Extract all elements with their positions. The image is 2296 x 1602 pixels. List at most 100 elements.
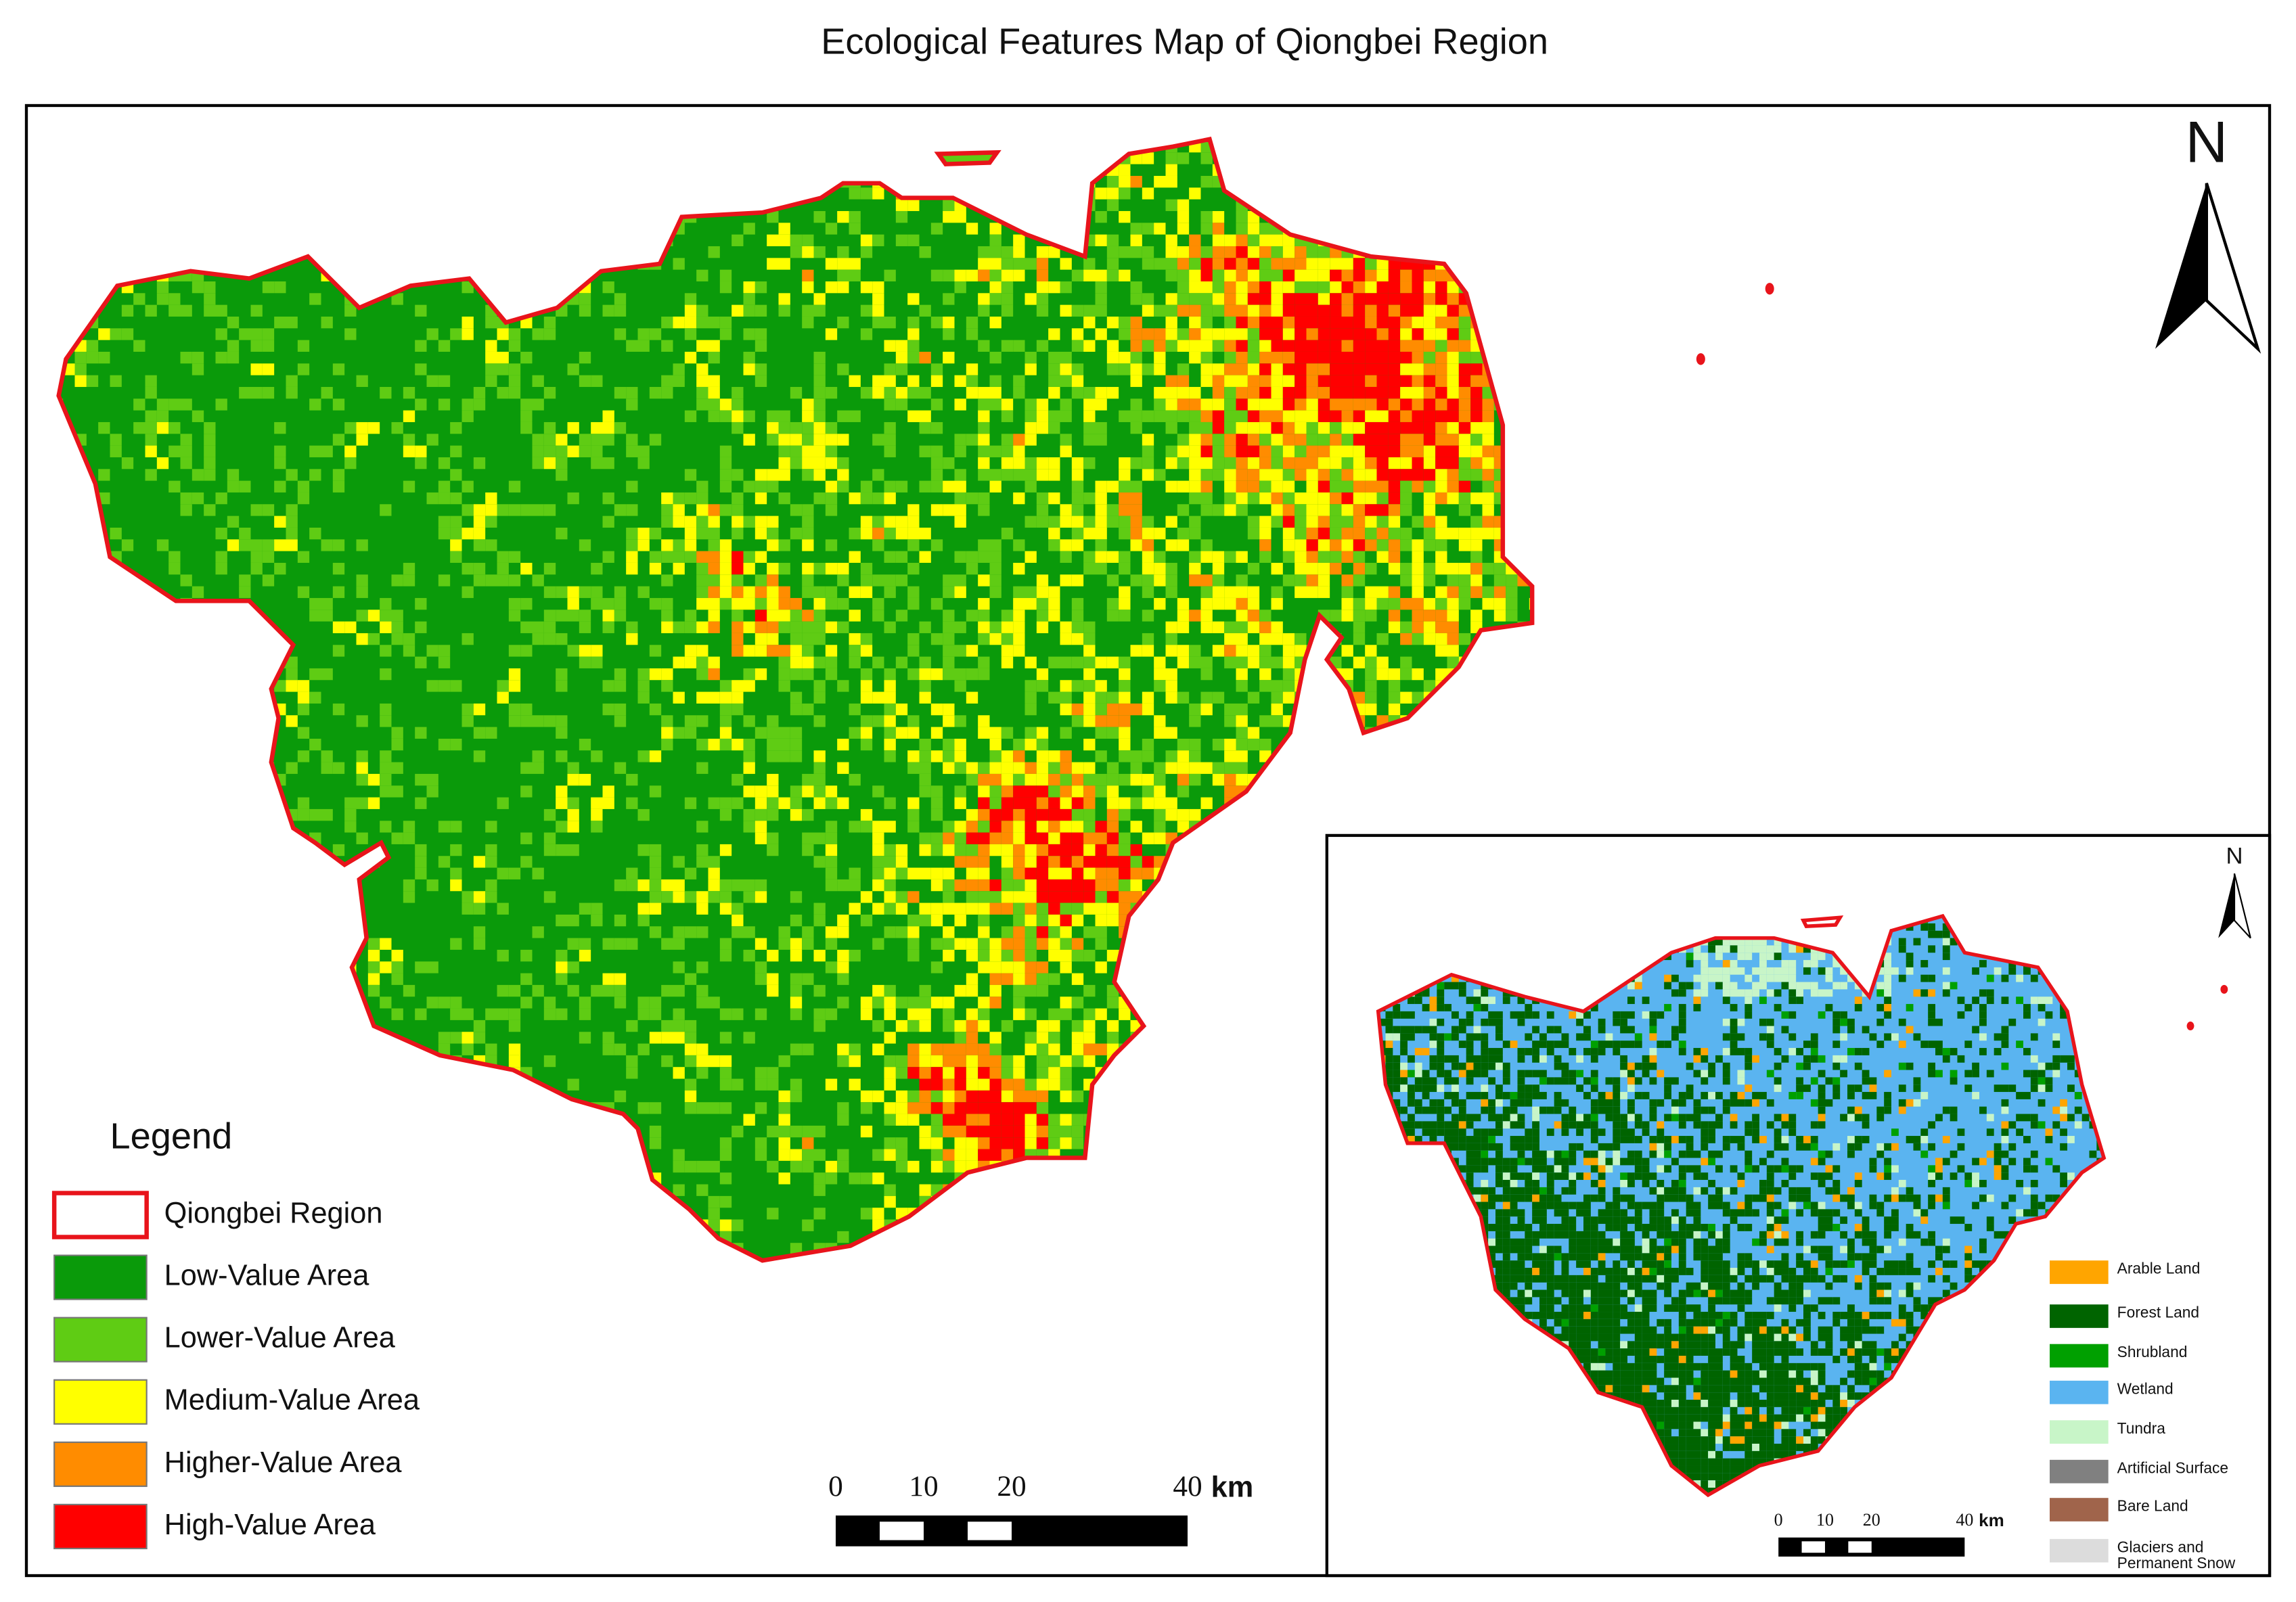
map-cell bbox=[637, 586, 650, 598]
map-cell bbox=[1142, 187, 1154, 200]
map-cell bbox=[767, 949, 779, 962]
map-cell bbox=[1423, 597, 1436, 610]
map-cell bbox=[1236, 246, 1248, 258]
map-cell bbox=[978, 656, 990, 668]
map-cell bbox=[1189, 304, 1201, 317]
map-cell bbox=[1236, 421, 1248, 434]
map-cell bbox=[192, 351, 204, 364]
map-cell bbox=[1353, 421, 1366, 434]
map-cell bbox=[1353, 363, 1366, 375]
map-cell bbox=[1025, 738, 1037, 751]
map-cell bbox=[1506, 586, 1518, 598]
map-cell bbox=[1271, 621, 1283, 633]
map-cell bbox=[778, 258, 790, 270]
map-cell bbox=[637, 902, 650, 915]
map-cell bbox=[1330, 562, 1342, 575]
map-cell bbox=[825, 656, 838, 668]
map-cell bbox=[837, 973, 849, 985]
map-cell bbox=[1435, 434, 1447, 446]
map-cell bbox=[661, 727, 673, 739]
map-cell bbox=[1458, 562, 1471, 575]
map-cell bbox=[954, 1055, 966, 1068]
map-cell bbox=[1142, 340, 1154, 352]
map-cell bbox=[532, 621, 544, 633]
map-cell bbox=[966, 1055, 978, 1068]
map-cell bbox=[1048, 844, 1060, 856]
map-cell bbox=[966, 492, 978, 505]
map-cell bbox=[543, 562, 556, 575]
map-cell bbox=[543, 715, 556, 727]
map-cell bbox=[978, 821, 990, 833]
map-cell bbox=[1106, 340, 1119, 352]
map-cell bbox=[1025, 293, 1037, 305]
map-cell bbox=[614, 304, 627, 317]
map-cell bbox=[1282, 551, 1295, 563]
map-cell bbox=[332, 398, 345, 411]
map-cell bbox=[1001, 281, 1014, 294]
map-cell bbox=[767, 738, 779, 751]
map-cell bbox=[1083, 808, 1096, 821]
map-cell bbox=[1212, 773, 1225, 786]
map-cell bbox=[508, 1020, 521, 1032]
map-cell bbox=[1400, 269, 1412, 281]
map-cell bbox=[508, 867, 521, 879]
map-cell bbox=[1435, 410, 1447, 422]
map-cell bbox=[1212, 691, 1225, 704]
map-cell bbox=[1177, 539, 1190, 551]
map-cell bbox=[1330, 398, 1342, 411]
map-cell bbox=[696, 516, 708, 528]
map-cell bbox=[1447, 457, 1459, 470]
map-cell bbox=[719, 597, 732, 610]
map-cell bbox=[661, 621, 673, 633]
map-cell bbox=[344, 457, 357, 470]
map-cell bbox=[1119, 363, 1131, 375]
map-cell bbox=[508, 480, 521, 493]
map-cell bbox=[954, 504, 966, 516]
map-cell bbox=[1083, 821, 1096, 833]
map-cell bbox=[1060, 891, 1072, 903]
map-cell bbox=[473, 902, 486, 915]
map-cell bbox=[673, 891, 685, 903]
map-cell bbox=[1482, 445, 1494, 457]
map-cell bbox=[907, 997, 920, 1009]
map-cell bbox=[356, 762, 368, 774]
map-cell bbox=[895, 363, 908, 375]
map-cell bbox=[1048, 926, 1060, 938]
map-cell bbox=[321, 750, 333, 762]
map-cell bbox=[1189, 457, 1201, 470]
map-cell bbox=[1013, 750, 1025, 762]
map-cell bbox=[684, 610, 697, 622]
map-cell bbox=[426, 961, 438, 974]
map-cell bbox=[1400, 316, 1412, 329]
map-cell bbox=[802, 434, 814, 446]
map-cell bbox=[930, 1078, 943, 1091]
map-cell bbox=[1447, 469, 1459, 481]
map-cell bbox=[1365, 504, 1377, 516]
map-cell bbox=[1212, 562, 1225, 575]
map-cell bbox=[286, 516, 298, 528]
map-cell bbox=[837, 1114, 849, 1126]
map-cell bbox=[462, 703, 474, 716]
map-cell bbox=[1423, 504, 1436, 516]
map-cell bbox=[930, 808, 943, 821]
map-cell bbox=[415, 304, 427, 317]
map-cell bbox=[403, 410, 415, 422]
map-cell bbox=[1106, 691, 1119, 704]
map-cell bbox=[930, 1114, 943, 1126]
map-cell bbox=[1400, 398, 1412, 411]
map-cell bbox=[1130, 844, 1142, 856]
map-cell bbox=[1106, 574, 1119, 587]
map-cell bbox=[684, 1043, 697, 1055]
map-cell bbox=[1048, 386, 1060, 399]
map-cell bbox=[567, 797, 579, 809]
map-cell bbox=[1025, 891, 1037, 903]
map-cell bbox=[1282, 258, 1295, 270]
map-cell bbox=[1400, 410, 1412, 422]
map-cell bbox=[943, 656, 955, 668]
map-cell bbox=[1458, 386, 1471, 399]
map-cell bbox=[1083, 926, 1096, 938]
map-cell bbox=[1435, 386, 1447, 399]
map-cell bbox=[1224, 340, 1236, 352]
map-cell bbox=[860, 187, 873, 200]
map-cell bbox=[602, 785, 614, 798]
